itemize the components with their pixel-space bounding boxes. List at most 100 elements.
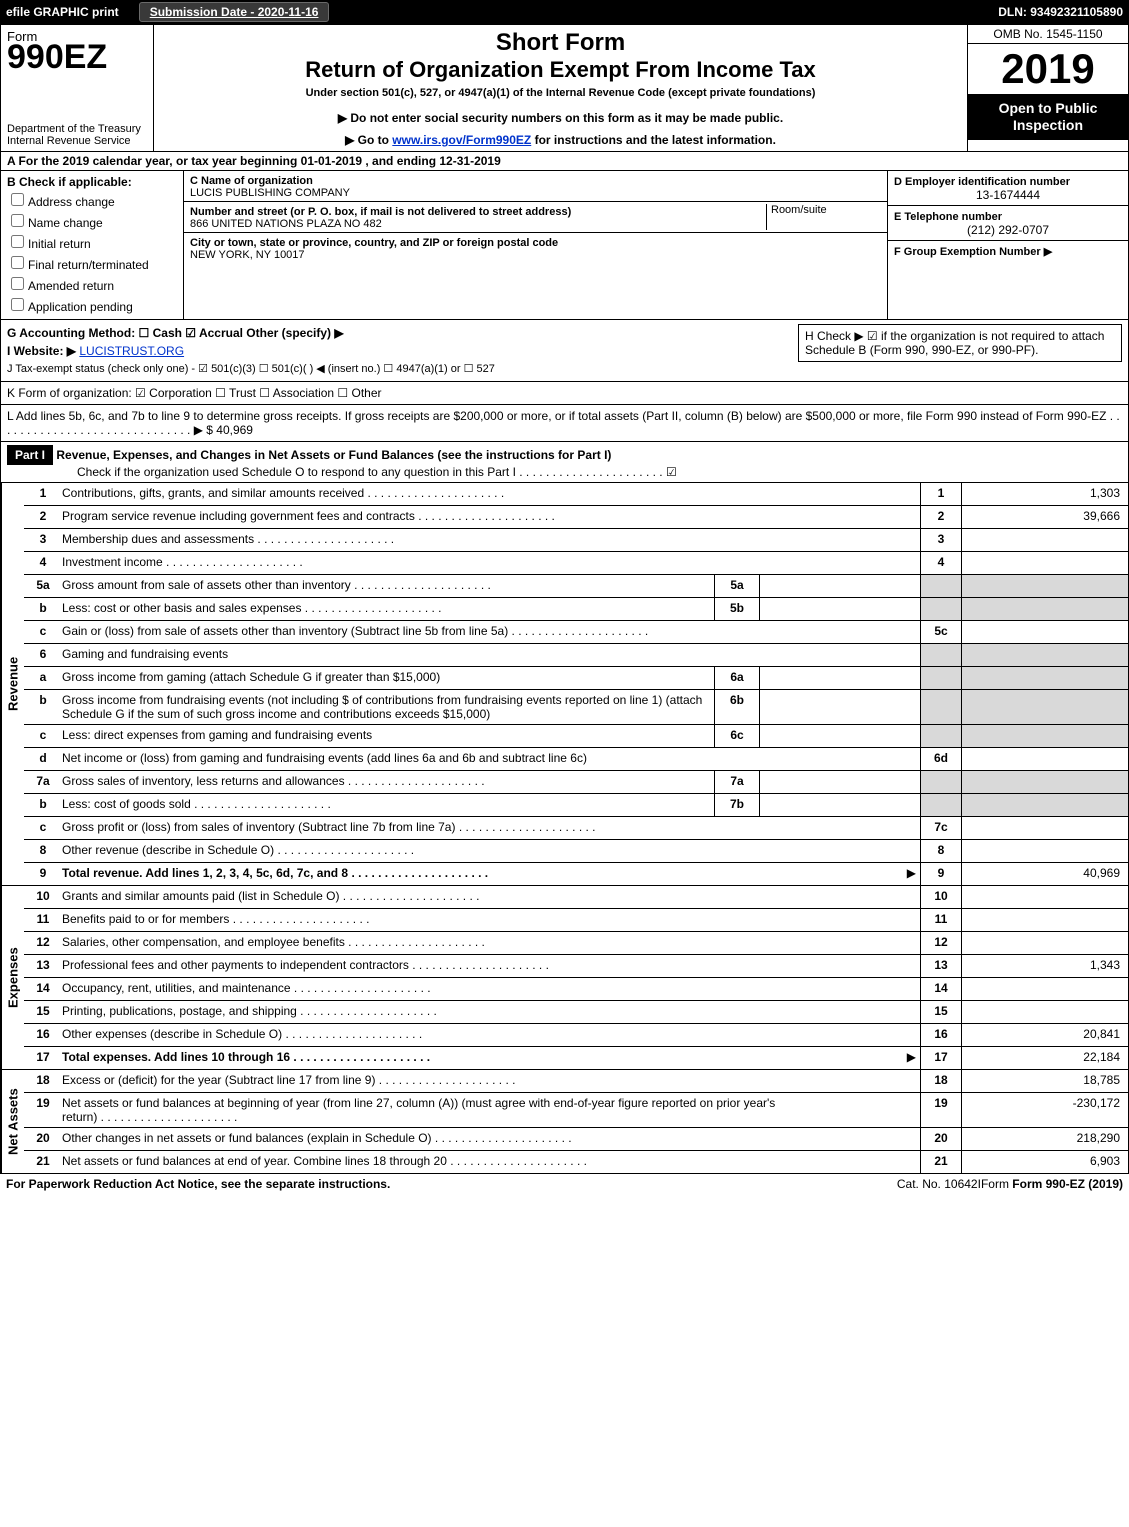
line-5a-idx [920,575,961,597]
line-7a-desc: Gross sales of inventory, less returns a… [62,771,714,793]
tel-label: E Telephone number [894,211,1002,223]
netassets-table: Net Assets 18Excess or (deficit) for the… [0,1070,1129,1174]
chk-amended[interactable]: Amended return [7,273,177,294]
expenses-side-label: Expenses [1,886,24,1069]
line-5b-desc: Less: cost or other basis and sales expe… [62,598,714,620]
goto-line: ▶ Go to www.irs.gov/Form990EZ for instru… [164,133,957,147]
submission-date-button[interactable]: Submission Date - 2020-11-16 [139,2,330,22]
line-20-amt: 218,290 [961,1128,1128,1150]
line-6-amt [961,644,1128,666]
org-city: NEW YORK, NY 10017 [190,249,881,261]
line-6c-idx [920,725,961,747]
line-3-amt [961,529,1128,551]
footer-form: Form Form 990-EZ (2019) [981,1177,1123,1191]
line-5c-idx: 5c [920,621,961,643]
line-7a-idx [920,771,961,793]
line-2-amt: 39,666 [961,506,1128,528]
line-7b-sub: 7b [714,794,759,816]
part-i-tag: Part I [7,445,53,465]
line-7b-desc: Less: cost of goods sold [62,794,714,816]
line-9-idx: 9 [920,863,961,885]
line-17-idx: 17 [920,1047,961,1069]
name-label: C Name of organization [190,175,313,187]
col-b-title: B Check if applicable: [7,175,177,189]
line-5a-desc: Gross amount from sale of assets other t… [62,575,714,597]
line-6a-sub: 6a [714,667,759,689]
line-9-desc: Total revenue. Add lines 1, 2, 3, 4, 5c,… [62,863,903,885]
dept-treasury: Department of the Treasury Internal Reve… [7,123,141,147]
line-7b-amt [961,794,1128,816]
irs-link[interactable]: www.irs.gov/Form990EZ [392,133,531,147]
line-14-desc: Occupancy, rent, utilities, and maintena… [62,978,920,1000]
line-16-amt: 20,841 [961,1024,1128,1046]
line-7a-val [759,771,920,793]
return-title: Return of Organization Exempt From Incom… [164,57,957,83]
website-link[interactable]: LUCISTRUST.ORG [79,344,184,358]
line-14-amt [961,978,1128,1000]
line-6b-sub: 6b [714,690,759,724]
chk-address[interactable]: Address change [7,189,177,210]
line-3-desc: Membership dues and assessments [62,529,920,551]
line-6a-desc: Gross income from gaming (attach Schedul… [62,667,714,689]
line-8-amt [961,840,1128,862]
line-2-desc: Program service revenue including govern… [62,506,920,528]
line-20-desc: Other changes in net assets or fund bala… [62,1128,920,1150]
under-section: Under section 501(c), 527, or 4947(a)(1)… [164,87,957,99]
website-label: I Website: ▶ [7,344,76,358]
line-16-idx: 16 [920,1024,961,1046]
line-4-amt [961,552,1128,574]
line-7b-idx [920,794,961,816]
line-4-desc: Investment income [62,552,920,574]
line-6c-desc: Less: direct expenses from gaming and fu… [62,725,714,747]
line-6b-amt [961,690,1128,724]
line-5b-val [759,598,920,620]
expenses-table: Expenses 10Grants and similar amounts pa… [0,886,1129,1070]
line-2-idx: 2 [920,506,961,528]
line-18-desc: Excess or (deficit) for the year (Subtra… [62,1070,920,1092]
line-13-desc: Professional fees and other payments to … [62,955,920,977]
line-19-amt: -230,172 [961,1093,1128,1127]
line-7c-amt [961,817,1128,839]
form-left: Form 990EZ Department of the Treasury In… [1,25,154,151]
line-7a-amt [961,771,1128,793]
line-6d-desc: Net income or (loss) from gaming and fun… [62,748,920,770]
line-5a-sub: 5a [714,575,759,597]
line-k-row: K Form of organization: ☑ Corporation ☐ … [0,382,1129,405]
line-a: A For the 2019 calendar year, or tax yea… [0,152,1129,171]
line-16-desc: Other expenses (describe in Schedule O) [62,1024,920,1046]
part-i-header: Part I Revenue, Expenses, and Changes in… [0,442,1129,483]
line-6a-amt [961,667,1128,689]
city-label: City or town, state or province, country… [190,237,558,249]
omb-number: OMB No. 1545-1150 [968,25,1128,44]
revenue-lines: 1Contributions, gifts, grants, and simil… [24,483,1128,885]
line-1-amt: 1,303 [961,483,1128,505]
chk-final[interactable]: Final return/terminated [7,252,177,273]
no-ssn-warning: ▶ Do not enter social security numbers o… [164,111,957,125]
chk-initial[interactable]: Initial return [7,231,177,252]
form-center: Short Form Return of Organization Exempt… [154,25,967,151]
line-17-amt: 22,184 [961,1047,1128,1069]
line-15-amt [961,1001,1128,1023]
col-d: D Employer identification number 13-1674… [887,171,1128,319]
goto-post: for instructions and the latest informat… [531,133,776,147]
form-number: 990EZ [7,40,147,74]
addr-label: Number and street (or P. O. box, if mail… [190,206,571,218]
line-5a-amt [961,575,1128,597]
chk-name[interactable]: Name change [7,210,177,231]
netassets-lines: 18Excess or (deficit) for the year (Subt… [24,1070,1128,1173]
expenses-lines: 10Grants and similar amounts paid (list … [24,886,1128,1069]
section-bcd: B Check if applicable: Address change Na… [0,171,1129,320]
line-7c-idx: 7c [920,817,961,839]
page-footer: For Paperwork Reduction Act Notice, see … [0,1174,1129,1194]
chk-pending[interactable]: Application pending [7,294,177,315]
line-21-amt: 6,903 [961,1151,1128,1173]
line-4-idx: 4 [920,552,961,574]
ein-label: D Employer identification number [894,176,1070,188]
line-5c-amt [961,621,1128,643]
line-14-idx: 14 [920,978,961,1000]
line-15-idx: 15 [920,1001,961,1023]
line-10-idx: 10 [920,886,961,908]
netassets-side-label: Net Assets [1,1070,24,1173]
tax-year: 2019 [968,44,1128,94]
line-18-idx: 18 [920,1070,961,1092]
